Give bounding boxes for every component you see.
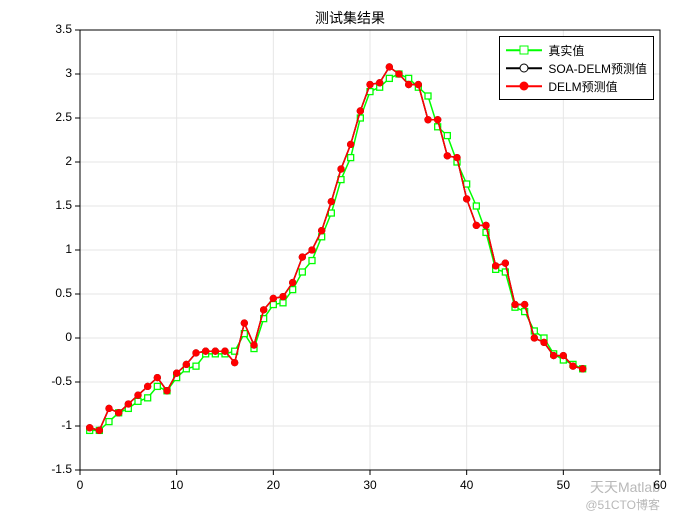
legend-item: DELM预测值 [506, 77, 647, 95]
legend-marker-icon [520, 64, 529, 73]
chart-title: 测试集结果 [315, 8, 385, 28]
legend-label: DELM预测值 [548, 78, 617, 95]
legend-label: 真实值 [548, 42, 584, 59]
y-tick-label: 3.5 [55, 22, 72, 36]
y-tick-label: 1 [65, 242, 72, 256]
y-tick-label: 1.5 [55, 198, 72, 212]
legend-marker-icon [520, 82, 529, 91]
x-tick-label: 30 [360, 478, 380, 492]
y-tick-label: 0.5 [55, 286, 72, 300]
y-tick-label: 0 [65, 330, 72, 344]
y-tick-label: -1.5 [51, 462, 72, 476]
x-tick-label: 0 [70, 478, 90, 492]
legend-swatch [506, 61, 542, 75]
y-tick-label: 2.5 [55, 110, 72, 124]
legend: 真实值SOA-DELM预测值DELM预测值 [499, 36, 654, 100]
legend-label: SOA-DELM预测值 [548, 60, 647, 77]
watermark-line2: @51CTO博客 [585, 496, 660, 513]
x-tick-label: 50 [553, 478, 573, 492]
legend-swatch [506, 79, 542, 93]
legend-item: SOA-DELM预测值 [506, 59, 647, 77]
legend-marker-icon [520, 46, 529, 55]
x-tick-label: 20 [263, 478, 283, 492]
x-tick-label: 60 [650, 478, 670, 492]
legend-item: 真实值 [506, 41, 647, 59]
y-tick-label: -0.5 [51, 374, 72, 388]
chart-container: 测试集结果 真实值SOA-DELM预测值DELM预测值 天天Matlab @51… [0, 0, 700, 525]
y-tick-label: -1 [61, 418, 72, 432]
x-tick-label: 40 [457, 478, 477, 492]
y-tick-label: 2 [65, 154, 72, 168]
x-tick-label: 10 [167, 478, 187, 492]
legend-swatch [506, 43, 542, 57]
y-tick-label: 3 [65, 66, 72, 80]
